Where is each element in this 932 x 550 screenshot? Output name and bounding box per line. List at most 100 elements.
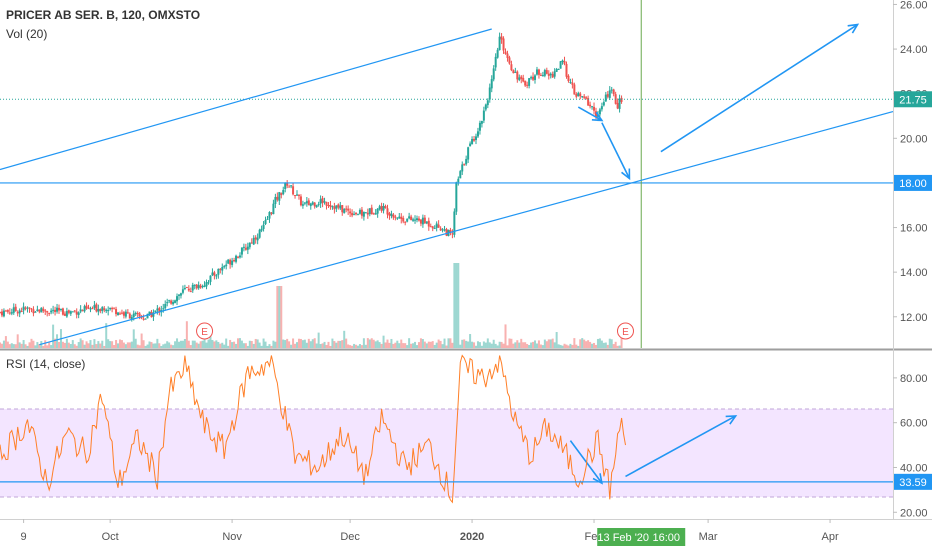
candle-body <box>6 310 9 312</box>
volume-bar <box>297 338 300 348</box>
rsi-arrow[interactable] <box>569 440 603 484</box>
volume-bar <box>559 344 562 348</box>
volume-bar <box>392 343 395 348</box>
time-tick-label: 2020 <box>460 531 484 543</box>
volume-bar <box>612 344 615 348</box>
candle-body <box>419 219 422 224</box>
cursor-time-text: 16:00 <box>652 532 680 544</box>
volume-bar <box>203 339 206 348</box>
candle-body <box>77 312 80 315</box>
volume-bar <box>380 343 383 348</box>
volume-bar <box>209 331 212 348</box>
candle-body <box>313 202 316 207</box>
candle-body <box>602 102 605 106</box>
candle-body <box>201 286 204 288</box>
trendline[interactable] <box>39 110 894 346</box>
volume-bar <box>455 263 458 348</box>
candle-body <box>406 218 409 222</box>
volume-bar <box>366 338 369 348</box>
volume-bar <box>337 340 340 348</box>
candle-body <box>612 89 615 95</box>
candle-body <box>189 291 192 293</box>
volume-bar <box>193 340 196 348</box>
candle-body <box>144 318 147 320</box>
candle-body <box>124 311 127 317</box>
candle-body <box>333 206 336 210</box>
volume-bar <box>435 342 438 348</box>
price-arrow[interactable] <box>660 23 859 153</box>
candle-body <box>187 288 190 291</box>
candle-body <box>545 70 548 74</box>
candle-body <box>486 100 489 106</box>
volume-bar <box>217 341 220 348</box>
volume-bar <box>510 338 513 348</box>
candle-body <box>203 285 206 287</box>
candle-body <box>154 310 157 313</box>
volume-bar <box>231 342 234 348</box>
volume-bar <box>349 345 352 348</box>
volume-bar <box>394 342 397 348</box>
candle-body <box>551 73 554 78</box>
price-tick-label: 20.00 <box>900 133 928 145</box>
candle-body <box>288 186 291 188</box>
candle-body <box>83 306 86 312</box>
volume-bar <box>427 341 430 348</box>
rsi-indicator-label[interactable]: RSI (14, close) <box>6 357 85 371</box>
candle-body <box>152 312 155 317</box>
volume-bar <box>124 344 127 348</box>
candle-body <box>162 308 165 310</box>
volume-indicator-label[interactable]: Vol (20) <box>6 27 47 41</box>
volume-bar <box>44 340 47 348</box>
earnings-marker[interactable] <box>616 322 634 340</box>
candle-body <box>347 208 350 211</box>
volume-bar <box>240 340 243 348</box>
volume-bar <box>526 344 529 348</box>
volume-bar <box>272 340 275 348</box>
candle-body <box>569 81 572 83</box>
candle-body <box>254 237 257 240</box>
candle-body <box>522 77 525 82</box>
volume-bar <box>475 345 478 348</box>
candle-body <box>516 71 519 80</box>
candle-body <box>543 70 546 76</box>
candle-body <box>258 229 261 238</box>
price-pane[interactable] <box>0 0 893 348</box>
candle-body <box>26 307 29 309</box>
volume-bar <box>374 341 377 348</box>
candle-body <box>398 216 401 219</box>
candle-body <box>85 305 88 309</box>
volume-bar <box>172 345 175 348</box>
candle-body <box>138 313 141 317</box>
candle-body <box>223 266 226 268</box>
candle-body <box>292 186 295 195</box>
volume-bar <box>266 345 269 348</box>
trendline[interactable] <box>0 28 492 171</box>
candle-body <box>435 223 438 228</box>
volume-bar <box>490 343 493 348</box>
candle-body <box>537 69 540 75</box>
volume-bar <box>30 338 33 348</box>
earnings-marker[interactable] <box>196 322 214 340</box>
rsi-arrow[interactable] <box>625 415 737 478</box>
candle-body <box>535 69 538 75</box>
candle-body <box>260 228 263 231</box>
candle-body <box>469 143 472 147</box>
price-arrow[interactable] <box>577 106 603 122</box>
candle-body <box>484 104 487 110</box>
candle-body <box>400 216 403 220</box>
candle-body <box>264 220 267 225</box>
candle-body <box>191 284 194 291</box>
candle-body <box>610 89 613 91</box>
volume-bar <box>134 338 137 348</box>
volume-bar <box>179 340 182 348</box>
candle-body <box>410 216 413 220</box>
volume-bar <box>156 338 159 348</box>
candle-body <box>488 87 491 100</box>
volume-bar <box>52 324 55 348</box>
volume-bar <box>412 343 415 348</box>
volume-bar <box>262 338 265 348</box>
candle-body <box>111 308 114 310</box>
price-arrow[interactable] <box>601 122 631 179</box>
volume-bar <box>18 342 21 348</box>
